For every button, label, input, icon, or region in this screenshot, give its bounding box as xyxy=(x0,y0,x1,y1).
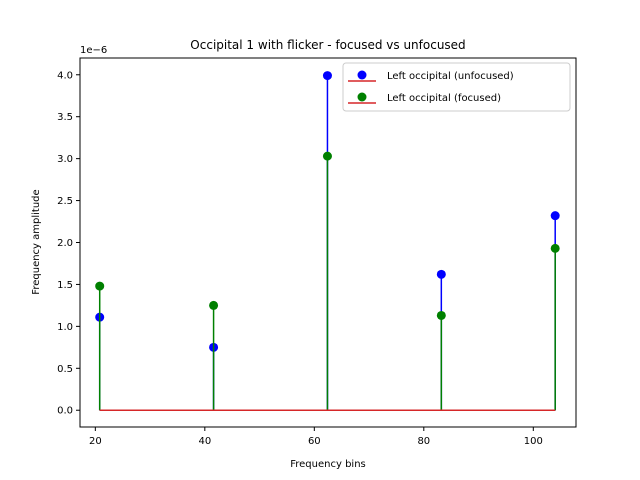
plot-area xyxy=(95,71,560,411)
y-tick-label: 0.0 xyxy=(57,406,73,417)
legend-box xyxy=(342,62,571,112)
legend-entry: Left occipital (unfocused) xyxy=(348,70,514,82)
x-tick-label: 20 xyxy=(89,436,102,447)
y-tick-label: 2.5 xyxy=(57,196,73,207)
legend-label: Left occipital (focused) xyxy=(387,93,501,104)
y-axis-title: Frequency amplitude xyxy=(31,189,42,294)
x-axis-title: Frequency bins xyxy=(290,459,366,470)
data-point xyxy=(550,211,560,221)
data-point xyxy=(436,310,446,320)
data-point xyxy=(550,243,560,253)
y-tick-label: 1.5 xyxy=(57,280,73,291)
legend-marker xyxy=(357,92,367,102)
y-axis-offset-label: 1e−6 xyxy=(80,45,107,56)
chart-title: Occipital 1 with flicker - focused vs un… xyxy=(190,38,465,52)
y-tick-label: 3.5 xyxy=(57,112,73,123)
data-point xyxy=(322,71,332,81)
data-point xyxy=(209,300,219,310)
x-tick-label: 80 xyxy=(417,436,430,447)
data-point xyxy=(95,281,105,291)
data-point xyxy=(322,151,332,161)
legend-label: Left occipital (unfocused) xyxy=(387,71,514,82)
x-tick-label: 60 xyxy=(308,436,321,447)
legend: Left occipital (unfocused) Left occipital… xyxy=(342,62,571,112)
y-tick-label: 3.0 xyxy=(57,154,73,165)
y-tick-label: 2.0 xyxy=(57,238,73,249)
legend-entry: Left occipital (focused) xyxy=(348,92,501,104)
series-2 xyxy=(95,151,560,411)
x-tick-label: 100 xyxy=(524,436,543,447)
y-tick-label: 1.0 xyxy=(57,322,73,333)
y-tick-label: 0.5 xyxy=(57,364,73,375)
data-point xyxy=(436,269,446,279)
legend-marker xyxy=(357,70,367,80)
y-tick-label: 4.0 xyxy=(57,70,73,81)
x-tick-label: 40 xyxy=(198,436,211,447)
axes: 20 40 60 80 100 0.0 0.5 1.0 1.5 2.0 2.5 3.0 3.5 4.0 xyxy=(57,57,577,447)
